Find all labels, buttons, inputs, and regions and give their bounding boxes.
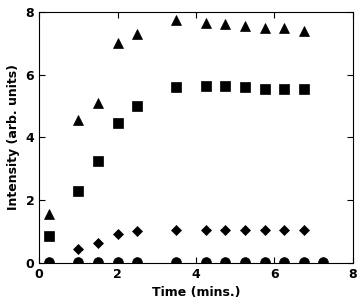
Y-axis label: Intensity (arb. units): Intensity (arb. units) xyxy=(7,64,20,210)
X-axis label: Time (mins.): Time (mins.) xyxy=(152,286,240,299)
